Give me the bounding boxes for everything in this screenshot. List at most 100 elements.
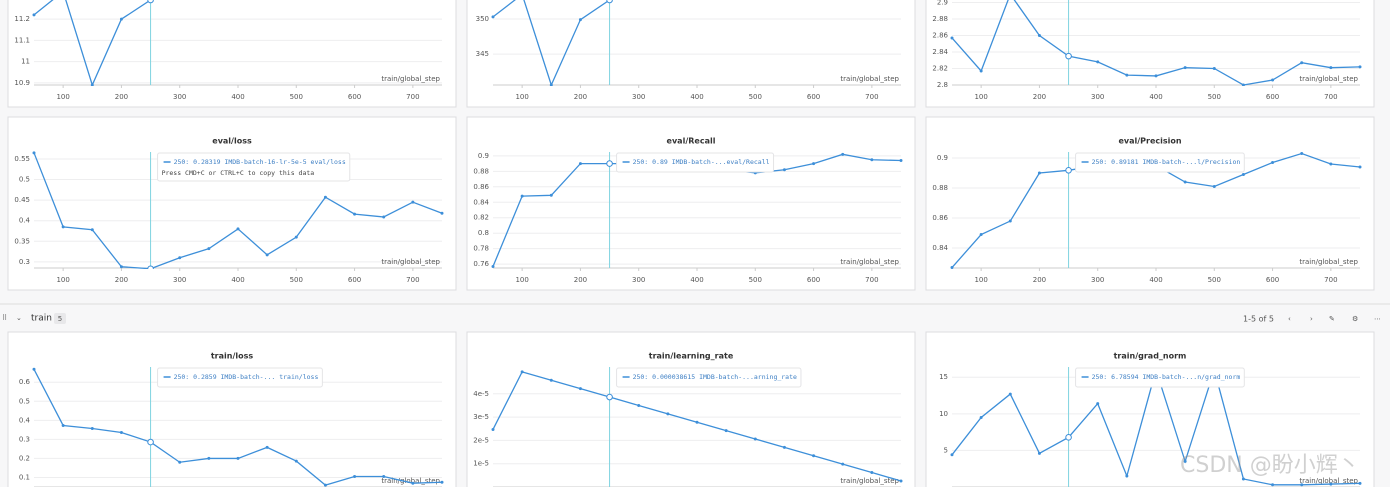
x-tick-label: 200 [115, 93, 128, 101]
point [1271, 161, 1275, 165]
x-tick-label: 400 [690, 276, 703, 284]
x-tick-label: 200 [115, 276, 128, 284]
point [1125, 474, 1129, 478]
point [90, 228, 94, 232]
chart-title: eval/Recall [667, 137, 716, 146]
point [1008, 219, 1012, 223]
point [578, 162, 582, 166]
point [32, 13, 36, 17]
point [32, 151, 36, 155]
x-tick-label: 400 [231, 276, 244, 284]
y-tick-label: 4e-5 [473, 390, 489, 398]
point [1125, 73, 1129, 77]
x-tick-label: 600 [348, 276, 361, 284]
point [870, 471, 874, 475]
y-tick-label: 0.82 [473, 214, 489, 222]
point [119, 17, 123, 21]
hover-point [606, 393, 613, 401]
pin-button[interactable]: ✎ [1329, 315, 1335, 323]
point [841, 152, 845, 156]
point [1212, 185, 1216, 189]
y-tick-label: 11.1 [14, 36, 30, 44]
point [1037, 171, 1041, 175]
point [1329, 482, 1333, 486]
pagination: 1-5 of 5 [1243, 315, 1274, 324]
y-tick-label: 2e-5 [473, 436, 489, 444]
point [782, 445, 786, 449]
section-count: 5 [58, 315, 62, 323]
y-tick-label: 0.5 [19, 397, 30, 405]
point [440, 480, 444, 484]
point [782, 168, 786, 172]
x-tick-label: 300 [632, 93, 645, 101]
chart-title: eval/loss [212, 137, 252, 146]
y-tick-label: 0.86 [473, 183, 489, 191]
chart-title: train/learning_rate [649, 352, 734, 361]
point [549, 378, 553, 382]
x-tick-label: 700 [406, 276, 419, 284]
point [1183, 66, 1187, 70]
x-tick-label: 700 [406, 93, 419, 101]
hover-point [147, 0, 154, 4]
point [1271, 483, 1275, 487]
panel [7, 116, 457, 291]
point [353, 212, 357, 216]
prev-page[interactable]: ‹ [1288, 315, 1291, 323]
hover-point [147, 265, 154, 269]
watermark: CSDN @盼小辉丶 [1180, 453, 1360, 478]
point [1329, 66, 1333, 70]
more-button[interactable]: ⋯ [1374, 315, 1381, 323]
point [666, 412, 670, 416]
point [411, 200, 415, 204]
panel [925, 0, 1375, 108]
x-tick-label: 500 [1208, 276, 1221, 284]
point [950, 36, 954, 40]
point [520, 370, 524, 374]
point [950, 266, 954, 269]
y-tick-label: 0.9 [937, 154, 948, 162]
x-axis-label: train/global_step [1299, 258, 1358, 266]
x-axis-label: train/global_step [381, 258, 440, 266]
x-tick-label: 600 [1266, 276, 1279, 284]
y-tick-label: 5 [944, 446, 948, 454]
point [90, 83, 94, 86]
y-tick-label: 0.76 [473, 260, 489, 268]
x-tick-label: 600 [807, 93, 820, 101]
y-tick-label: 0.86 [932, 214, 948, 222]
y-tick-label: 350 [476, 15, 489, 23]
x-axis-label: train/global_step [840, 258, 899, 266]
y-tick-label: 2.84 [932, 48, 948, 56]
y-tick-label: 15 [939, 373, 948, 381]
y-tick-label: 0.84 [473, 198, 489, 206]
drag-handle[interactable]: ⠿ [2, 314, 7, 322]
point [207, 247, 211, 251]
point [119, 265, 123, 269]
point [265, 253, 269, 257]
tooltip-box [157, 367, 323, 388]
point [979, 415, 983, 419]
point [323, 483, 327, 487]
point [178, 460, 182, 464]
tooltip-box [616, 152, 775, 173]
point [578, 18, 582, 22]
x-tick-label: 700 [1324, 276, 1337, 284]
section-name: train [31, 314, 52, 324]
y-tick-label: 0.35 [14, 237, 30, 245]
x-tick-label: 500 [749, 93, 762, 101]
x-tick-label: 100 [974, 93, 987, 101]
x-tick-label: 300 [1091, 276, 1104, 284]
point [294, 459, 298, 463]
panel [466, 331, 916, 487]
panel [925, 331, 1375, 487]
x-tick-label: 300 [173, 93, 186, 101]
x-tick-label: 200 [1033, 93, 1046, 101]
collapse-toggle[interactable]: ⌄ [16, 314, 22, 322]
x-axis-label: train/global_step [1299, 75, 1358, 83]
next-page[interactable]: › [1310, 315, 1313, 323]
point [753, 437, 757, 441]
x-axis-label: train/global_step [1299, 477, 1358, 485]
settings-button[interactable]: ⚙ [1352, 315, 1358, 323]
point [841, 462, 845, 466]
tooltip-text: 250: 0.89 IMDB-batch-...eval/Recall [633, 158, 770, 166]
